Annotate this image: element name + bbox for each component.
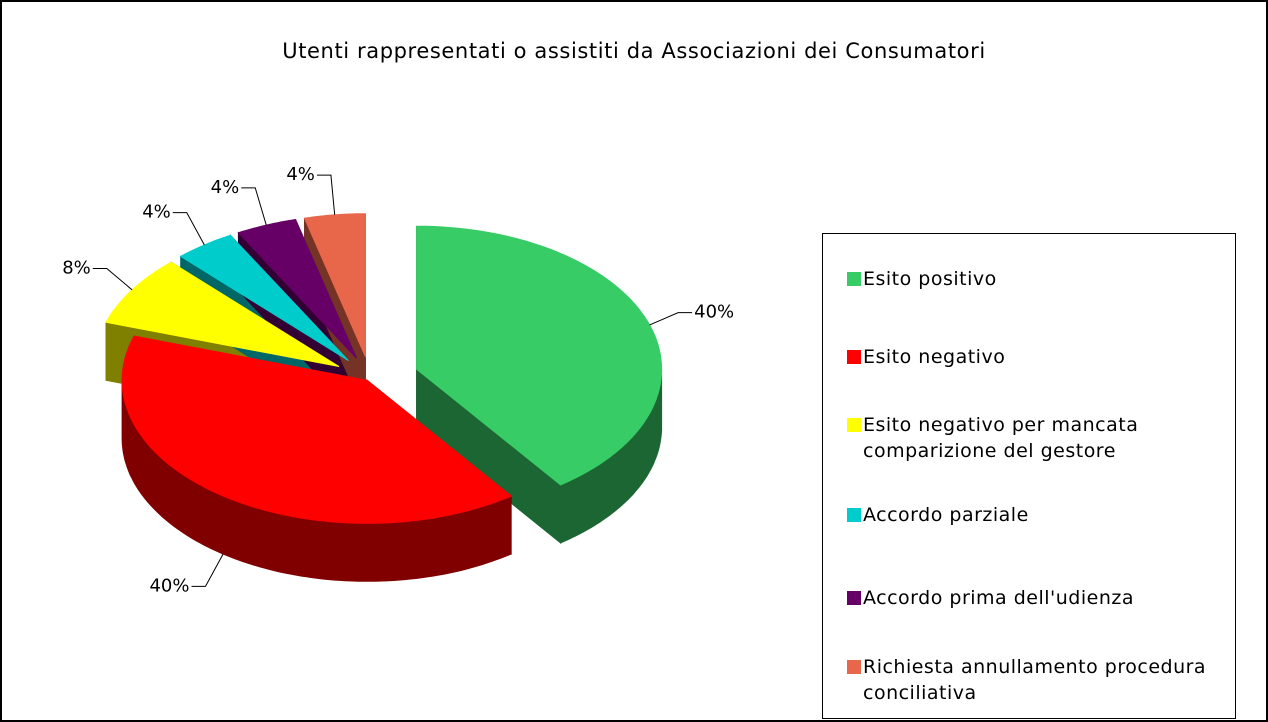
legend-label: Accordo prima dell'udienza xyxy=(863,587,1134,609)
data-label: 40% xyxy=(149,575,189,596)
leader-line xyxy=(241,187,267,226)
legend-item: Accordo prima dell'udienza xyxy=(847,585,1233,611)
slice xyxy=(105,261,340,367)
legend-swatch xyxy=(847,350,861,364)
legend-label: Accordo parziale xyxy=(863,504,1029,526)
legend-item: Esito negativo per mancata comparizione … xyxy=(847,412,1233,464)
legend-item: Accordo parziale xyxy=(847,502,1233,528)
slice xyxy=(121,335,513,524)
chart-title: Utenti rappresentati o assistiti da Asso… xyxy=(282,39,986,63)
legend-label: Esito negativo per mancata comparizione … xyxy=(863,414,1139,462)
data-label: 4% xyxy=(142,202,171,223)
leader-line xyxy=(191,553,224,587)
legend-label: Esito positivo xyxy=(863,268,997,290)
data-label: 4% xyxy=(286,164,315,185)
legend-item: Esito positivo xyxy=(847,266,1233,292)
leader-line xyxy=(649,312,693,326)
legend-swatch xyxy=(847,272,861,286)
data-label: 8% xyxy=(62,257,91,278)
leader-line xyxy=(316,174,336,215)
data-label: 40% xyxy=(694,302,734,323)
legend-label: Esito negativo xyxy=(863,346,1006,368)
legend-swatch xyxy=(847,508,861,522)
legend-swatch xyxy=(847,660,861,674)
legend-swatch xyxy=(847,591,861,605)
slice xyxy=(237,218,357,359)
legend-item: Richiesta annullamento procedura concili… xyxy=(847,654,1233,706)
legend-item: Esito negativo xyxy=(847,344,1233,370)
slice xyxy=(179,234,349,362)
legend-label: Richiesta annullamento procedura concili… xyxy=(863,656,1207,704)
data-label: 4% xyxy=(211,177,240,198)
legend-swatch xyxy=(847,418,861,432)
leader-line xyxy=(92,267,133,291)
legend: Esito positivo Esito negativo Esito negati… xyxy=(822,233,1236,719)
leader-line xyxy=(172,212,205,246)
slice xyxy=(416,225,663,486)
